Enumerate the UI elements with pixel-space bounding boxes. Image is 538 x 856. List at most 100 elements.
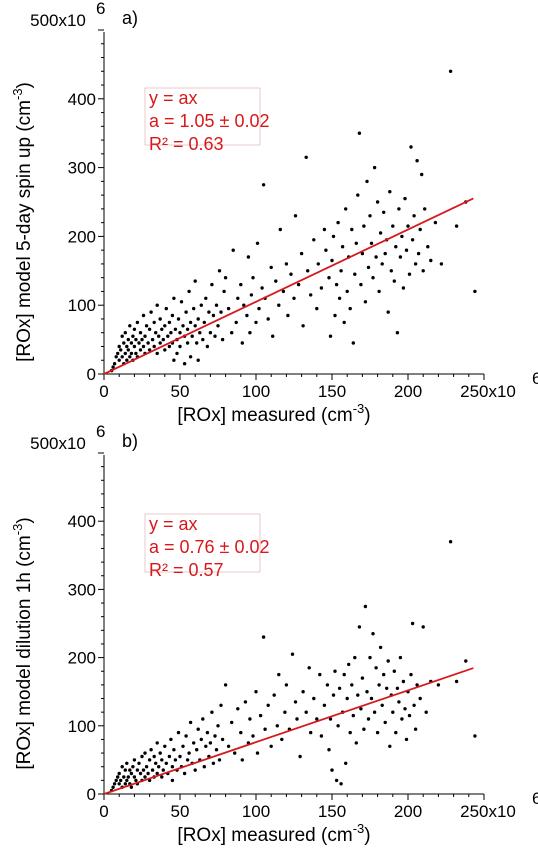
data-point	[248, 331, 252, 335]
data-point	[173, 327, 178, 331]
data-point	[160, 327, 164, 331]
y-tick-label: 400	[68, 512, 96, 531]
data-point	[375, 200, 380, 204]
data-point	[421, 269, 425, 273]
data-point	[185, 327, 190, 331]
data-point	[327, 748, 331, 752]
data-point	[149, 310, 153, 314]
data-point	[152, 754, 156, 759]
data-point	[392, 669, 396, 673]
data-point	[403, 707, 407, 711]
data-point	[360, 676, 365, 680]
x-tick-label: 0	[99, 802, 108, 821]
data-point	[301, 324, 305, 328]
data-point	[397, 207, 401, 211]
data-point	[123, 768, 128, 772]
data-point	[356, 693, 360, 697]
data-point	[140, 754, 144, 759]
data-point	[306, 269, 310, 273]
data-point	[187, 289, 191, 294]
data-point	[236, 296, 240, 300]
y-tick-label: 300	[68, 159, 96, 178]
data-point	[324, 248, 328, 252]
data-point	[409, 145, 413, 149]
data-point	[436, 683, 441, 687]
data-point	[337, 296, 342, 300]
x-scale-exponent: 6	[532, 789, 538, 808]
data-point	[261, 635, 266, 639]
fit-annotation-line: y = ax	[149, 514, 198, 534]
data-point	[131, 334, 135, 338]
data-point	[125, 344, 129, 349]
data-point	[144, 324, 149, 328]
data-point	[167, 754, 172, 759]
data-point	[230, 331, 234, 335]
y-scale-exponent: 6	[96, 0, 105, 18]
data-point	[236, 707, 240, 711]
data-point	[403, 196, 407, 201]
data-point	[363, 604, 368, 609]
data-point	[233, 751, 237, 755]
data-point	[391, 710, 395, 714]
data-point	[190, 334, 194, 338]
data-point	[350, 227, 354, 232]
data-point	[251, 276, 255, 280]
data-point	[464, 659, 468, 663]
y-tick-label: 0	[87, 785, 96, 804]
data-point	[365, 179, 369, 184]
data-point	[158, 341, 162, 345]
data-point	[261, 183, 266, 187]
x-tick-label: 50	[171, 802, 190, 821]
data-point	[322, 227, 327, 232]
data-point	[217, 758, 222, 762]
data-point	[345, 289, 349, 294]
fit-annotation-line: a = 0.76 ± 0.02	[149, 537, 269, 557]
data-point	[220, 737, 225, 742]
data-point	[254, 320, 258, 325]
data-point	[316, 262, 320, 266]
data-point	[219, 310, 223, 314]
data-point	[147, 348, 152, 352]
data-point	[242, 303, 246, 307]
data-point	[163, 324, 167, 328]
data-point	[407, 272, 412, 276]
data-point	[119, 348, 123, 352]
data-point	[377, 683, 381, 687]
y-tick-label: 100	[68, 717, 96, 736]
data-point	[181, 744, 185, 748]
data-point	[296, 282, 301, 287]
data-point	[416, 251, 421, 256]
data-point	[312, 696, 316, 701]
data-point	[214, 303, 219, 307]
data-point	[147, 327, 152, 331]
data-point	[380, 262, 384, 266]
data-point	[382, 210, 386, 214]
data-point	[325, 683, 330, 687]
data-point	[187, 751, 191, 755]
data-point	[271, 334, 275, 338]
data-point	[160, 758, 164, 762]
data-point	[318, 672, 322, 677]
data-point	[158, 317, 162, 321]
data-point	[281, 289, 286, 294]
data-point	[255, 241, 260, 245]
x-axis-label: [ROx] measured (cm-3)	[177, 821, 370, 846]
data-point	[293, 700, 298, 704]
data-point	[309, 730, 313, 735]
data-point	[426, 245, 430, 249]
data-point	[412, 214, 416, 218]
data-point	[357, 131, 362, 135]
annotation-box	[144, 513, 261, 573]
data-point	[134, 351, 138, 356]
data-point	[383, 720, 387, 725]
data-point	[116, 351, 120, 356]
data-point	[344, 207, 348, 211]
data-point	[374, 666, 378, 670]
data-point	[169, 737, 173, 742]
data-point	[301, 690, 305, 694]
data-point	[454, 679, 459, 684]
chart-panel-2: 0 100 200 300 400 500x10 6 0 50 100 150 200 250x10 6 […	[10, 422, 538, 846]
data-point	[274, 279, 278, 283]
data-point	[157, 765, 161, 769]
data-point	[135, 768, 140, 772]
